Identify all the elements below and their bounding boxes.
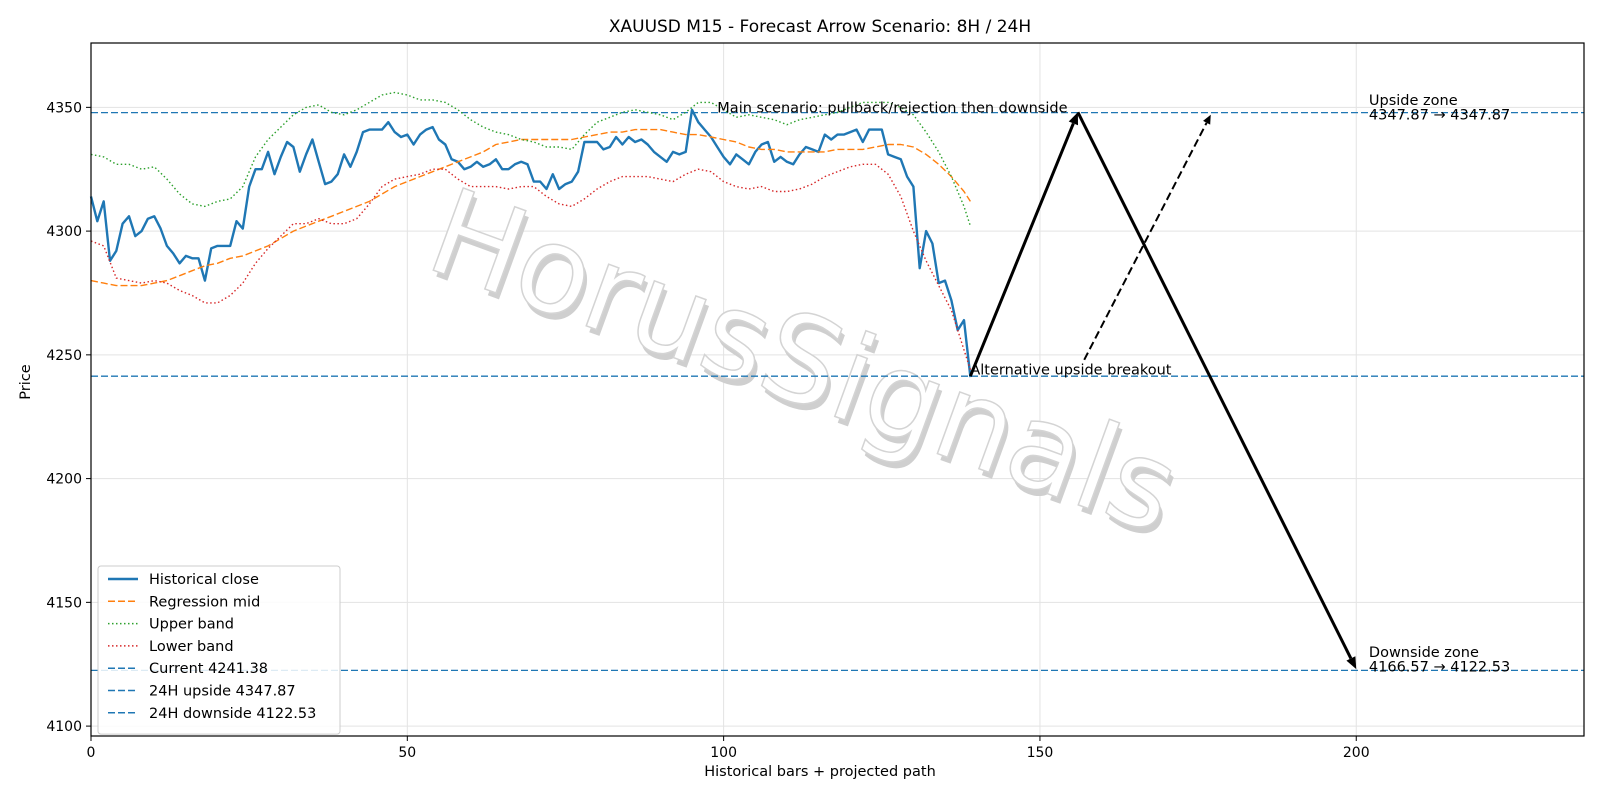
legend-label-24h-downside-4122-53: 24H downside 4122.53 [149, 706, 316, 722]
y-tick-label: 4300 [46, 224, 82, 240]
x-tick-label: 150 [1027, 745, 1054, 761]
series-lower-band [90, 163, 972, 370]
y-tick-label: 4250 [46, 348, 82, 364]
plot-frame [90, 42, 1585, 737]
legend-box [97, 565, 341, 735]
chart-title: XAUUSD M15 - Forecast Arrow Scenario: 8H… [609, 17, 1031, 37]
annotations: Main scenario: pullback/rejection then d… [717, 93, 1510, 676]
forecast-arrow-head-2 [1203, 114, 1211, 125]
x-tick-label: 50 [398, 745, 416, 761]
x-axis-ticks: 0 50 100 150 200 [87, 736, 1370, 761]
y-tick-label: 4100 [46, 719, 82, 735]
legend-label-current-4241-38: Current 4241.38 [149, 661, 268, 677]
annotation-4166-57-4122-53: 4166.57 → 4122.53 [1369, 660, 1510, 676]
series-group [89, 91, 972, 378]
forecast-arrows [968, 111, 1357, 670]
legend-label-lower-band: Lower band [149, 639, 234, 655]
annotation-4347-87-4347-87: 4347.87 → 4347.87 [1369, 108, 1510, 124]
forecast-arrow-line-2 [1083, 122, 1208, 361]
forecast-arrow-head-1 [1346, 656, 1357, 670]
legend-label-24h-upside-4347-87: 24H upside 4347.87 [149, 684, 296, 700]
y-tick-label: 4200 [46, 472, 82, 488]
forecast-arrow-head-0 [1068, 112, 1078, 126]
y-axis-label: Price [18, 364, 34, 399]
legend: Historical close Regression mid Upper band… [97, 565, 341, 735]
y-tick-label: 4150 [46, 595, 82, 611]
forecast-arrow-line-1 [1076, 111, 1353, 660]
forecast-arrow-line-0 [968, 122, 1075, 377]
annotation-upside-zone: Upside zone [1369, 93, 1458, 109]
series-historical-close [89, 108, 972, 378]
series-regression-mid [90, 128, 971, 287]
x-axis-label: Historical bars + projected path [704, 764, 936, 780]
y-axis-ticks: 4100 4150 4200 4250 4300 4350 [46, 100, 91, 735]
annotation-downside-zone: Downside zone [1369, 645, 1479, 661]
legend-label-regression-mid: Regression mid [149, 594, 260, 610]
legend-label-historical-close: Historical close [149, 572, 259, 588]
y-tick-label: 4350 [46, 100, 82, 116]
annotation-main-scenario-pullback-rejection-then-downside: Main scenario: pullback/rejection then d… [717, 100, 1067, 116]
x-tick-label: 200 [1343, 745, 1370, 761]
legend-label-upper-band: Upper band [149, 617, 234, 633]
x-tick-label: 100 [710, 745, 737, 761]
x-tick-label: 0 [87, 745, 96, 761]
annotation-alternative-upside-breakout: Alternative upside breakout [970, 363, 1171, 379]
